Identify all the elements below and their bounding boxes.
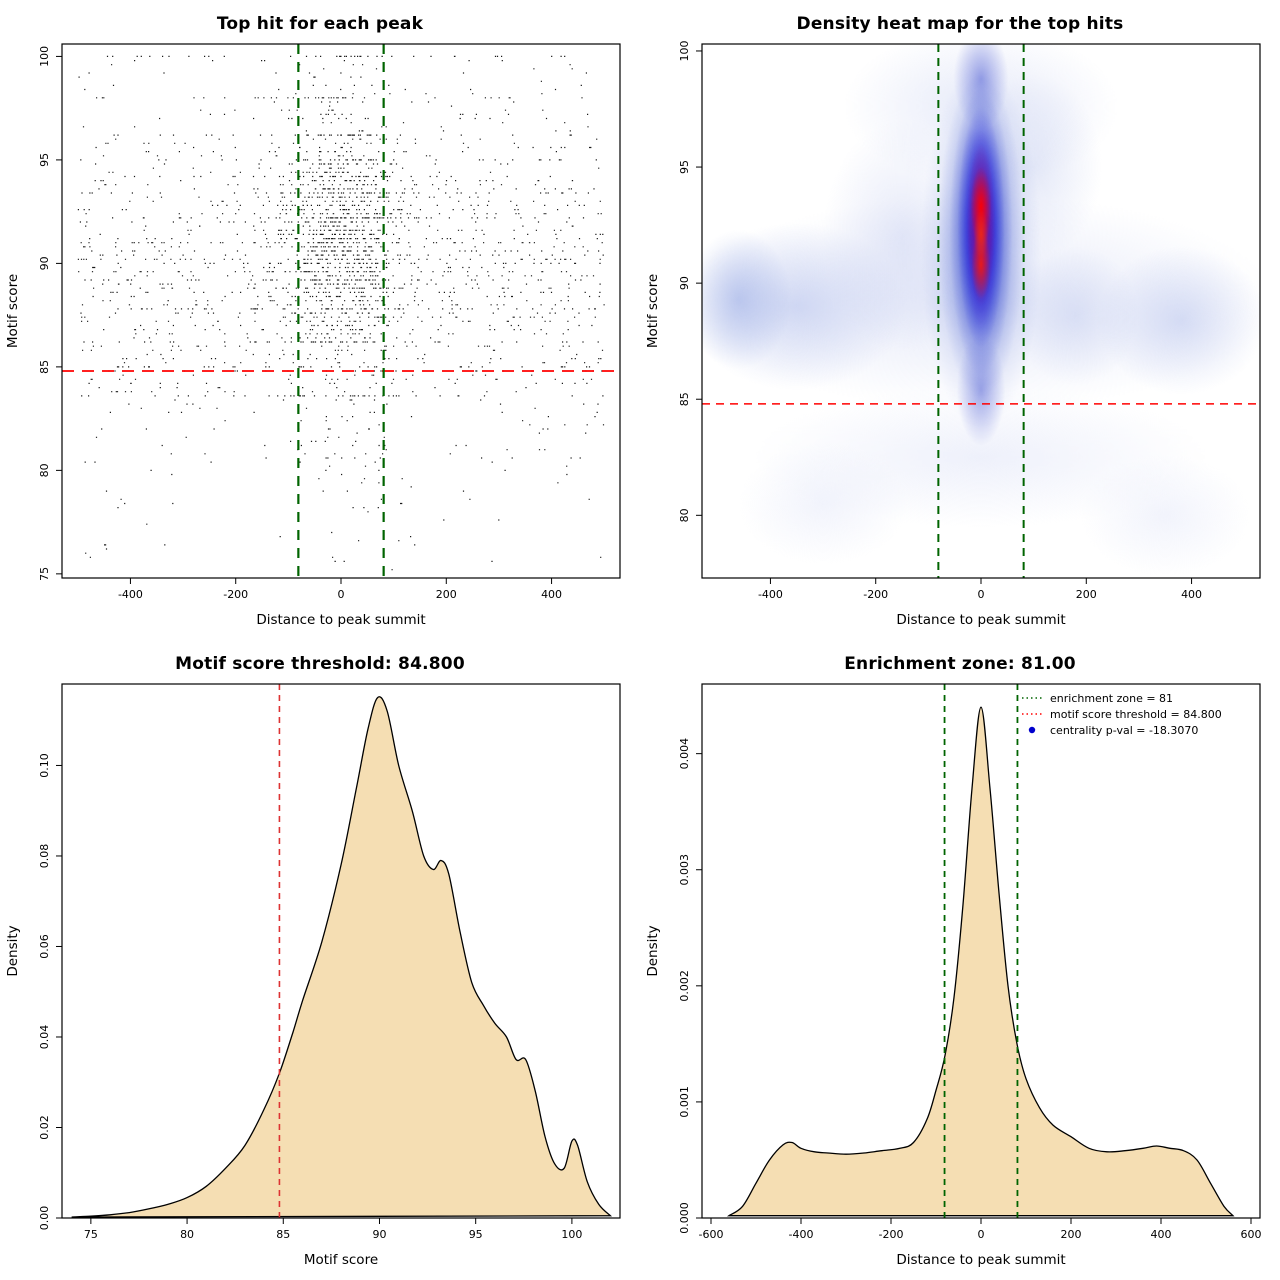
y-axis-label: Motif score xyxy=(645,274,661,348)
svg-text:90: 90 xyxy=(678,276,691,290)
svg-text:0.002: 0.002 xyxy=(678,970,691,1002)
plot-box xyxy=(701,43,1261,579)
panel-density-heatmap: Density heat map for the top hits -400 -2… xyxy=(640,0,1280,640)
panel-enrichment-zone-density: Enrichment zone: 81.00 -600 -400 -200 0 200 4… xyxy=(640,640,1280,1280)
svg-text:0.003: 0.003 xyxy=(678,854,691,886)
motif-density-title: Motif score threshold: 84.800 xyxy=(175,654,465,674)
svg-text:80: 80 xyxy=(38,463,51,477)
y-axis-label: Density xyxy=(645,925,661,976)
svg-text:85: 85 xyxy=(678,392,691,406)
area-svg: 75 80 85 90 95 100 0.00 0.02 0.04 0.06 0.08 0.10 Mot… xyxy=(5,683,621,1268)
svg-text:0: 0 xyxy=(978,588,985,601)
svg-text:0.10: 0.10 xyxy=(38,753,51,778)
svg-text:0.06: 0.06 xyxy=(38,934,51,959)
svg-text:-600: -600 xyxy=(699,1228,724,1241)
svg-text:100: 100 xyxy=(38,46,51,67)
svg-text:400: 400 xyxy=(1151,1228,1172,1241)
svg-text:-400: -400 xyxy=(758,588,783,601)
scatter-points xyxy=(77,55,605,571)
panel-top-hit-scatter: Top hit for each peak -400 -200 0 200 400 75 8… xyxy=(0,0,640,640)
enrichment-density-plot-area: -600 -400 -200 0 200 400 600 0.000 0.001 0.002 0.0… xyxy=(640,674,1280,1280)
svg-text:100: 100 xyxy=(678,40,691,61)
svg-text:0: 0 xyxy=(978,1228,985,1241)
svg-text:600: 600 xyxy=(1241,1228,1262,1241)
svg-text:100: 100 xyxy=(561,1228,582,1241)
svg-text:200: 200 xyxy=(1061,1228,1082,1241)
svg-text:95: 95 xyxy=(38,153,51,167)
svg-text:85: 85 xyxy=(276,1228,290,1241)
x-axis-label: Distance to peak summit xyxy=(256,612,425,628)
heatmap-title: Density heat map for the top hits xyxy=(796,14,1124,34)
svg-text:200: 200 xyxy=(436,588,457,601)
legend-item-label: centrality p-val = -18.3070 xyxy=(1050,724,1198,737)
svg-text:400: 400 xyxy=(1181,588,1202,601)
svg-text:95: 95 xyxy=(469,1228,483,1241)
x-axis-label: Distance to peak summit xyxy=(896,612,1065,628)
y-axis-label: Density xyxy=(5,925,21,976)
svg-text:75: 75 xyxy=(38,567,51,581)
svg-text:0.02: 0.02 xyxy=(38,1115,51,1140)
svg-text:-400: -400 xyxy=(789,1228,814,1241)
y-axis-label: Motif score xyxy=(5,274,21,348)
svg-text:85: 85 xyxy=(38,360,51,374)
x-axis-label: Motif score xyxy=(304,1252,378,1268)
enrichment-density-title: Enrichment zone: 81.00 xyxy=(844,654,1076,674)
heatmap-canvas xyxy=(702,44,1260,578)
motif-density-plot-area: 75 80 85 90 95 100 0.00 0.02 0.04 0.06 0.08 0.10 Mot… xyxy=(0,674,640,1280)
svg-text:75: 75 xyxy=(84,1228,98,1241)
svg-text:0.000: 0.000 xyxy=(678,1202,691,1234)
scatter-title: Top hit for each peak xyxy=(216,14,424,34)
svg-text:80: 80 xyxy=(678,508,691,522)
legend: enrichment zone = 81 motif score threshol… xyxy=(1022,692,1222,737)
svg-text:-200: -200 xyxy=(879,1228,904,1241)
scatter-svg: -400 -200 0 200 400 75 80 85 90 95 100 Distance to … xyxy=(5,43,621,628)
density-curve xyxy=(726,706,1235,1217)
heatmap-svg: -400 -200 0 200 400 80 85 90 95 100 Distance to pe… xyxy=(645,40,1261,628)
svg-text:95: 95 xyxy=(678,160,691,174)
svg-text:0.04: 0.04 xyxy=(38,1025,51,1050)
legend-item-label: enrichment zone = 81 xyxy=(1050,692,1173,705)
heatmap-plot-area: -400 -200 0 200 400 80 85 90 95 100 Distance to pe… xyxy=(640,34,1280,640)
svg-text:400: 400 xyxy=(541,588,562,601)
svg-text:-200: -200 xyxy=(863,588,888,601)
svg-text:0.001: 0.001 xyxy=(678,1086,691,1118)
x-axis-label: Distance to peak summit xyxy=(896,1252,1065,1268)
svg-text:90: 90 xyxy=(372,1228,386,1241)
svg-text:0: 0 xyxy=(338,588,345,601)
legend-marker-dot xyxy=(1028,726,1036,734)
density-curve xyxy=(71,696,613,1218)
svg-text:-400: -400 xyxy=(118,588,143,601)
area-svg: -600 -400 -200 0 200 400 600 0.000 0.001 0.002 0.0… xyxy=(645,683,1262,1268)
svg-text:80: 80 xyxy=(180,1228,194,1241)
legend-item-label: motif score threshold = 84.800 xyxy=(1050,708,1222,721)
scatter-plot-area: -400 -200 0 200 400 75 80 85 90 95 100 Distance to … xyxy=(0,34,640,640)
panel-motif-score-density: Motif score threshold: 84.800 75 80 85 90 95… xyxy=(0,640,640,1280)
svg-text:-200: -200 xyxy=(223,588,248,601)
svg-text:90: 90 xyxy=(38,256,51,270)
svg-text:200: 200 xyxy=(1076,588,1097,601)
plot-box xyxy=(61,683,621,1219)
plot-box xyxy=(61,43,621,579)
svg-text:0.00: 0.00 xyxy=(38,1206,51,1231)
svg-text:0.08: 0.08 xyxy=(38,844,51,869)
svg-text:0.004: 0.004 xyxy=(678,738,691,770)
